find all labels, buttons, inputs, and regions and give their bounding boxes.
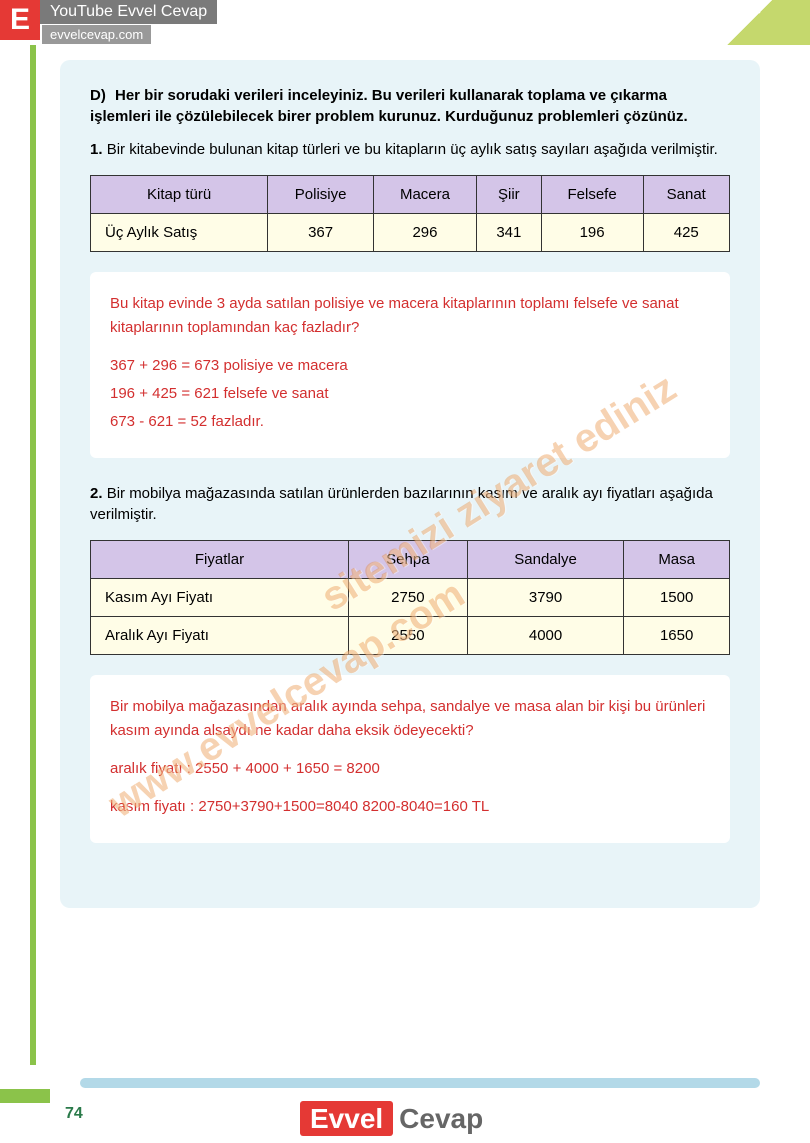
t1-h5: Sanat xyxy=(643,176,730,214)
a1-problem: Bu kitap evinde 3 ayda satılan polisiye … xyxy=(110,292,710,340)
a2-line1: aralık fiyatı : 2550 + 4000 + 1650 = 820… xyxy=(110,757,710,781)
t1-h1: Polisiye xyxy=(268,176,374,214)
q2-body: Bir mobilya mağazasında satılan ürünlerd… xyxy=(90,485,713,523)
page-number: 74 xyxy=(65,1105,83,1123)
q2-number: 2. xyxy=(90,485,103,502)
answer-box-2: Bir mobilya mağazasından aralık ayında s… xyxy=(90,675,730,843)
content-panel: D)Her bir sorudaki verileri inceleyiniz.… xyxy=(60,60,760,908)
t1-v3: 196 xyxy=(541,214,643,252)
question-1-text: 1. Bir kitabevinde bulunan kitap türleri… xyxy=(90,139,730,160)
a2-line2: kasım fiyatı : 2750+3790+1500=8040 8200-… xyxy=(110,795,710,819)
a2-problem: Bir mobilya mağazasından aralık ayında s… xyxy=(110,695,710,743)
t2-r2-0: 2550 xyxy=(348,617,467,655)
bottom-decoration xyxy=(0,1089,50,1103)
a1-line1: 367 + 296 = 673 polisiye ve macera xyxy=(110,354,710,378)
t2-r2-label: Aralık Ayı Fiyatı xyxy=(91,617,349,655)
side-bar-decoration xyxy=(30,45,36,1065)
t2-h2: Sandalye xyxy=(467,541,624,579)
table-1: Kitap türü Polisiye Macera Şiir Felsefe … xyxy=(90,175,730,252)
t1-v2: 341 xyxy=(477,214,542,252)
t2-r1-label: Kasım Ayı Fiyatı xyxy=(91,579,349,617)
q1-body: Bir kitabevinde bulunan kitap türleri ve… xyxy=(107,141,718,158)
t2-r1-1: 3790 xyxy=(467,579,624,617)
t1-h2: Macera xyxy=(373,176,476,214)
t2-r2-2: 1650 xyxy=(624,617,730,655)
t1-rowlabel: Üç Aylık Satış xyxy=(91,214,268,252)
t2-h0: Fiyatlar xyxy=(91,541,349,579)
t2-r1-0: 2750 xyxy=(348,579,467,617)
site-badge: E xyxy=(0,0,40,40)
corner-decoration xyxy=(690,0,810,45)
table-2: Fiyatlar Sehpa Sandalye Masa Kasım Ayı F… xyxy=(90,540,730,655)
section-instruction: Her bir sorudaki verileri inceleyiniz. B… xyxy=(90,87,688,125)
logo-cevap: Cevap xyxy=(399,1103,483,1134)
a1-line3: 673 - 621 = 52 fazladır. xyxy=(110,410,710,434)
youtube-label: YouTube Evvel Cevap xyxy=(40,0,217,24)
t1-h0: Kitap türü xyxy=(91,176,268,214)
footer-logo: EvvelCevap xyxy=(300,1103,483,1135)
logo-evvel: Evvel xyxy=(300,1101,393,1136)
t2-r1-2: 1500 xyxy=(624,579,730,617)
answer-box-1: Bu kitap evinde 3 ayda satılan polisiye … xyxy=(90,272,730,458)
t1-v1: 296 xyxy=(373,214,476,252)
t1-h4: Felsefe xyxy=(541,176,643,214)
t2-h3: Masa xyxy=(624,541,730,579)
question-2-text: 2. Bir mobilya mağazasında satılan ürünl… xyxy=(90,483,730,525)
t1-v4: 425 xyxy=(643,214,730,252)
top-bar: E YouTube Evvel Cevap evvelcevap.com xyxy=(0,0,810,45)
section-letter: D) xyxy=(90,85,115,106)
site-url: evvelcevap.com xyxy=(42,25,151,44)
q1-number: 1. xyxy=(90,141,103,158)
t2-r2-1: 4000 xyxy=(467,617,624,655)
footer-bar xyxy=(80,1078,760,1088)
t2-h1: Sehpa xyxy=(348,541,467,579)
t1-v0: 367 xyxy=(268,214,374,252)
t1-h3: Şiir xyxy=(477,176,542,214)
a1-line2: 196 + 425 = 621 felsefe ve sanat xyxy=(110,382,710,406)
section-header: D)Her bir sorudaki verileri inceleyiniz.… xyxy=(90,85,730,127)
